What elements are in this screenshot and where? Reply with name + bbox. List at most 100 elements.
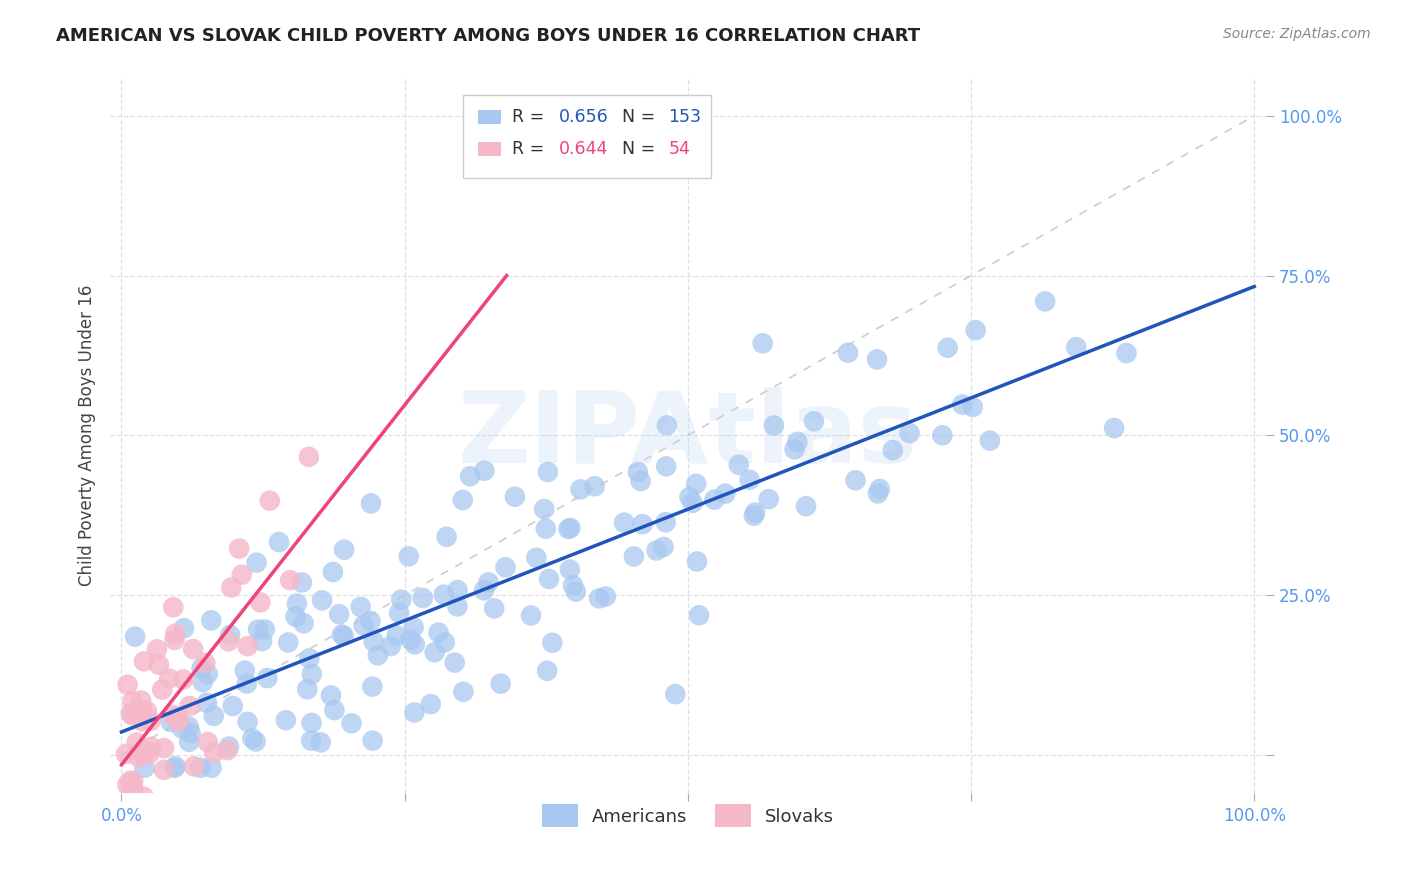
Point [120, 774, 142, 789]
Point [117, 678, 139, 692]
Point [165, 627, 187, 641]
Point [837, 345, 859, 359]
Point [183, 759, 205, 773]
Point [134, 761, 156, 775]
Text: Source: ZipAtlas.com: Source: ZipAtlas.com [1223, 27, 1371, 41]
Point [758, 492, 780, 507]
Point [350, 599, 373, 614]
Point [132, 654, 155, 668]
Point [845, 473, 868, 487]
Point [221, 581, 243, 595]
Point [866, 486, 889, 500]
Point [558, 562, 581, 576]
Point [965, 323, 987, 337]
Text: 0.644: 0.644 [558, 140, 607, 158]
Point [121, 694, 143, 708]
Point [557, 522, 579, 536]
Point [794, 499, 817, 513]
Point [190, 661, 212, 675]
Point [134, 747, 156, 762]
Point [360, 496, 382, 510]
Point [173, 621, 195, 635]
Point [803, 414, 825, 428]
Point [311, 593, 333, 607]
Point [163, 761, 186, 775]
Point [218, 634, 240, 648]
Point [259, 493, 281, 508]
Point [388, 606, 411, 620]
Point [121, 708, 143, 723]
Point [228, 541, 250, 556]
Point [165, 759, 187, 773]
Text: N =: N = [621, 140, 661, 158]
Point [686, 554, 709, 568]
Point [569, 483, 592, 497]
Point [236, 714, 259, 729]
Point [219, 628, 242, 642]
Point [128, 750, 150, 764]
Point [129, 693, 152, 707]
Point [298, 450, 321, 464]
Point [534, 522, 557, 536]
Point [446, 599, 468, 614]
Point [583, 479, 606, 493]
Point [703, 492, 725, 507]
Point [122, 791, 145, 805]
Point [291, 575, 314, 590]
Point [236, 676, 259, 690]
Point [524, 550, 547, 565]
Point [458, 469, 481, 483]
Point [360, 614, 382, 628]
Point [588, 591, 610, 606]
Point [278, 573, 301, 587]
Point [218, 739, 240, 754]
Point [297, 682, 319, 697]
Point [153, 763, 176, 777]
Point [131, 703, 153, 717]
Point [177, 720, 200, 734]
Point [200, 614, 222, 628]
Point [125, 735, 148, 749]
Point [404, 637, 426, 651]
Point [537, 572, 560, 586]
Point [322, 565, 344, 579]
Point [714, 486, 737, 500]
Point [340, 716, 363, 731]
Point [443, 656, 465, 670]
Point [277, 635, 299, 649]
Point [472, 583, 495, 598]
Text: N =: N = [621, 108, 661, 126]
Point [132, 746, 155, 760]
Point [332, 629, 354, 643]
FancyBboxPatch shape [463, 95, 711, 178]
Point [685, 476, 707, 491]
Point [727, 458, 749, 472]
Point [950, 398, 973, 412]
Point [236, 639, 259, 653]
Point [190, 761, 212, 775]
Point [423, 645, 446, 659]
Point [367, 648, 389, 663]
Point [222, 699, 245, 714]
Point [436, 530, 458, 544]
Y-axis label: Child Poverty Among Boys Under 16: Child Poverty Among Boys Under 16 [79, 285, 96, 586]
Point [122, 773, 145, 788]
Point [520, 608, 543, 623]
Point [664, 687, 686, 701]
Point [162, 600, 184, 615]
FancyBboxPatch shape [478, 142, 501, 156]
Point [299, 733, 322, 747]
Point [267, 535, 290, 549]
Point [979, 434, 1001, 448]
Point [138, 747, 160, 761]
Point [655, 418, 678, 433]
Point [167, 714, 190, 729]
Point [389, 592, 412, 607]
Point [200, 761, 222, 775]
Point [627, 465, 650, 479]
Point [613, 516, 636, 530]
Point [419, 697, 441, 711]
Point [132, 789, 155, 804]
Point [562, 578, 585, 592]
Point [328, 607, 350, 622]
